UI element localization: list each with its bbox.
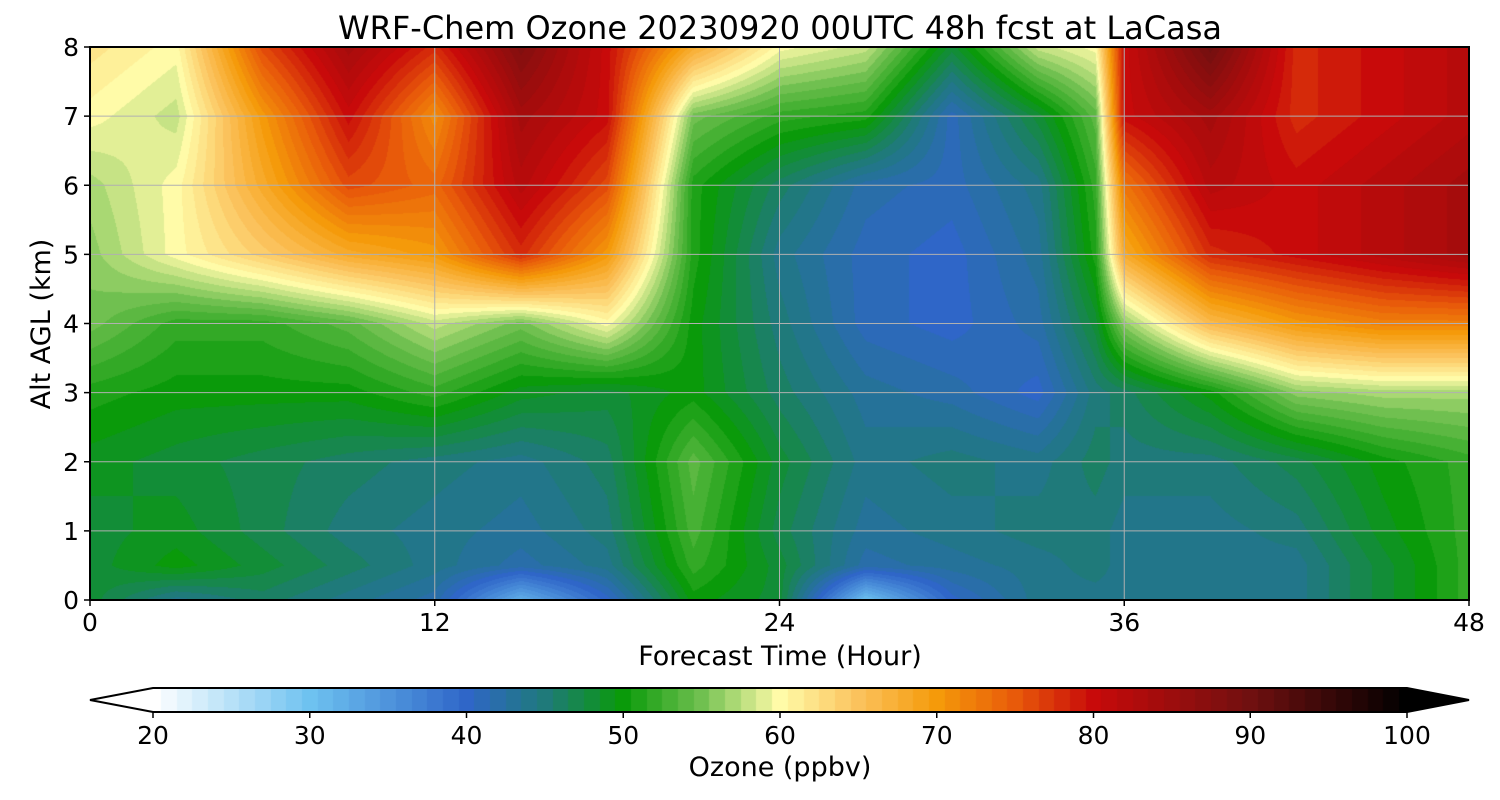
colorbar-gradient [153,688,1407,712]
colorbar-tick-label: 20 [137,721,169,750]
colorbar-tick-label: 60 [764,721,796,750]
chart-title: WRF-Chem Ozone 20230920 00UTC 48h fcst a… [338,9,1222,47]
y-tick-label: 8 [63,33,79,62]
y-tick-label: 5 [63,240,79,269]
colorbar-tick-label: 90 [1234,721,1266,750]
x-tick-label: 36 [1108,608,1140,637]
y-tick-label: 6 [63,171,79,200]
x-axis: 0 12 24 36 48 [82,600,1485,637]
colorbar: 20 30 40 50 60 70 80 90 100 Ozone (ppbv) [89,687,1470,783]
y-tick-label: 0 [63,586,79,615]
x-tick-label: 24 [764,608,796,637]
y-axis: 0 1 2 3 4 5 6 7 8 [63,33,90,615]
x-tick-label: 48 [1453,608,1485,637]
y-tick-label: 1 [63,517,79,546]
colorbar-tick-label: 30 [294,721,326,750]
y-axis-label: Alt AGL (km) [26,239,57,410]
x-tick-label: 0 [82,608,98,637]
y-tick-label: 3 [63,379,79,408]
y-tick-label: 2 [63,448,79,477]
x-axis-label: Forecast Time (Hour) [638,641,922,672]
colorbar-extend-low [90,688,153,712]
colorbar-tick-label: 100 [1383,721,1431,750]
plot-area [89,46,1470,601]
colorbar-ticks: 20 30 40 50 60 70 80 90 100 [137,712,1431,750]
colorbar-extend-high [1407,688,1469,712]
colorbar-tick-label: 50 [607,721,639,750]
y-tick-label: 4 [63,310,79,339]
colorbar-tick-label: 40 [451,721,483,750]
colorbar-tick-label: 70 [921,721,953,750]
x-tick-label: 12 [419,608,451,637]
y-tick-label: 7 [63,102,79,131]
colorbar-label: Ozone (ppbv) [689,752,872,783]
colorbar-tick-label: 80 [1078,721,1110,750]
